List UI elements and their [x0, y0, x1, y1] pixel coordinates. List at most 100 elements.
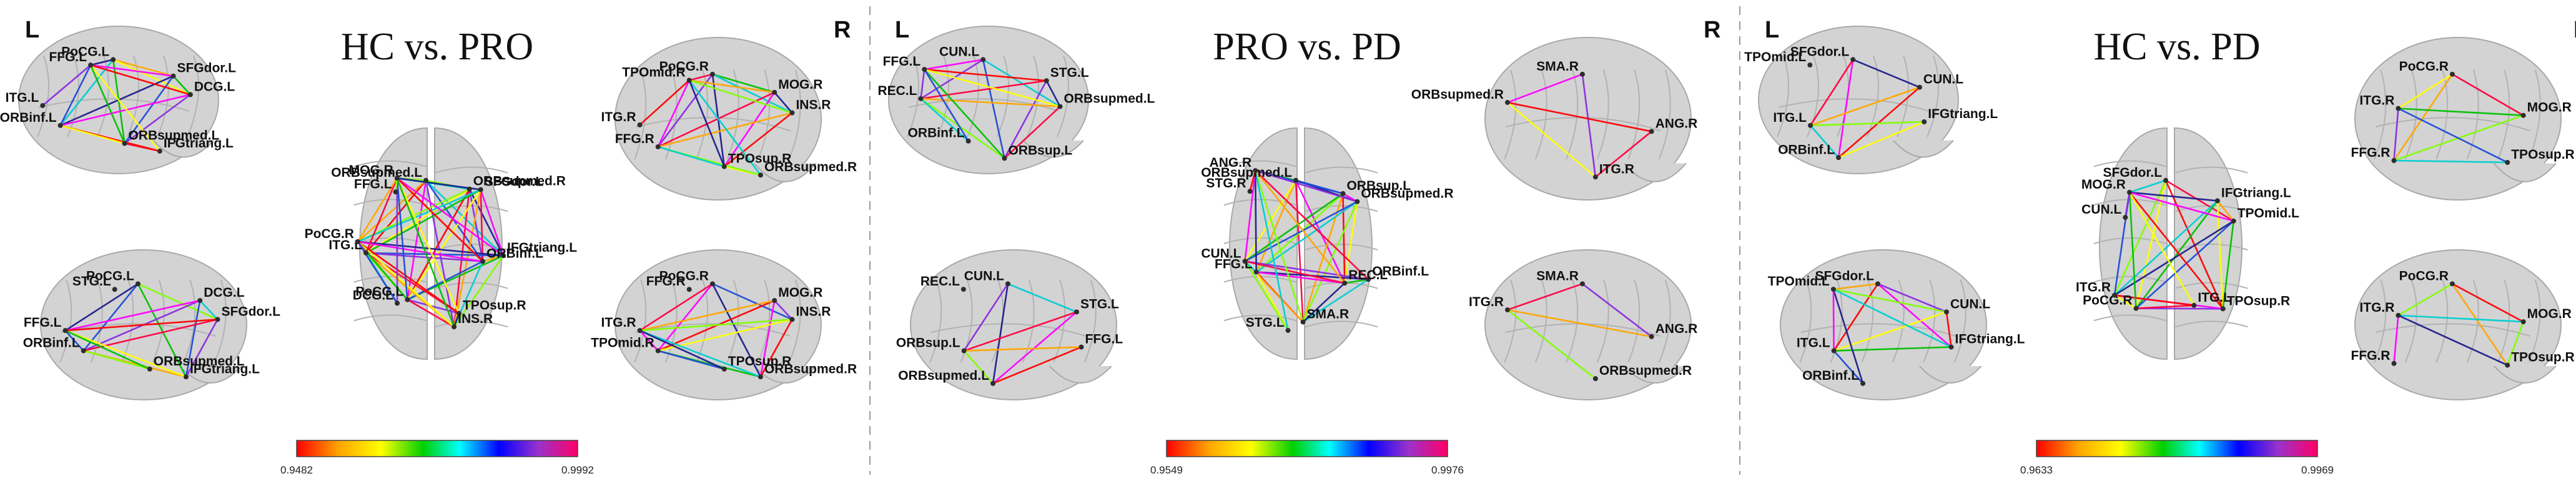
region-label: MOG.R — [778, 77, 822, 92]
sulcus-line — [1566, 279, 1579, 363]
region-label: ORBinf.L — [0, 111, 57, 125]
region-node — [2520, 112, 2526, 118]
colorbar-min-label: 0.9549 — [1150, 464, 1183, 476]
region-label: PoCG.R — [305, 227, 354, 241]
panel-title: HC vs. PRO — [341, 26, 533, 68]
sulcus-line — [2375, 117, 2530, 132]
connection-edge — [1809, 59, 1854, 127]
colorbar: 0.9633 0.9969 — [2020, 440, 2334, 476]
connection-edge — [920, 79, 1048, 100]
connection-edge — [1809, 121, 1925, 127]
brain-view-med-right: SMA.R ANG.R ORBsupmed.R ITG.R — [1469, 249, 1698, 400]
region-node — [1943, 309, 1949, 315]
connection-edge — [1254, 169, 1257, 273]
sulcus-line — [1923, 279, 1936, 363]
connection-edge — [2128, 191, 2137, 309]
panel-3: L R HC vs. PD SFGdor.L CUN.L IFGtriang.L ORBin… — [1744, 17, 2576, 476]
connection-edge — [1343, 278, 1369, 284]
connection-edge — [688, 79, 762, 176]
sulcus-line — [2497, 279, 2510, 363]
connection-edge — [407, 299, 460, 314]
connection-edge — [2397, 314, 2524, 323]
region-label: TPOsup.R — [463, 299, 526, 313]
connection-edge — [1302, 192, 1344, 323]
region-node — [1504, 307, 1510, 313]
region-label: CUN.L — [939, 44, 979, 59]
region-label: PoCG.L — [86, 269, 134, 283]
region-label: ANG.R — [1210, 156, 1252, 170]
right-hemisphere-label: R — [834, 17, 851, 43]
region-node — [393, 189, 398, 195]
connection-edge — [657, 283, 714, 352]
connection-edge — [185, 319, 219, 378]
connection-edge — [1295, 179, 1304, 323]
region-node — [1242, 259, 1248, 264]
region-node — [772, 89, 777, 95]
connection-edge — [2216, 200, 2224, 310]
region-label: CUN.L — [2081, 202, 2121, 217]
sulcus-line — [2528, 279, 2541, 363]
connection-edge — [982, 59, 1005, 159]
sulcus-line — [1658, 69, 1671, 160]
region-node — [480, 259, 486, 264]
region-node — [187, 92, 193, 97]
connection-edge — [1254, 169, 1304, 323]
connection-edge — [2393, 73, 2454, 162]
connection-edge — [1832, 288, 1948, 313]
connection-edge — [396, 177, 505, 257]
sulcus-line — [1627, 279, 1641, 363]
cerebellum — [1624, 365, 1687, 384]
region-label: ORBsupmed.R — [764, 160, 857, 174]
region-label: ANG.R — [1656, 322, 1698, 336]
region-node — [394, 176, 400, 181]
region-label: INS.R — [458, 312, 493, 326]
sulcus-line — [788, 279, 801, 363]
region-node — [2163, 177, 2169, 183]
colorbar-gradient — [296, 440, 578, 457]
right-hemisphere-label: R — [1704, 17, 1720, 43]
sulcus-line — [2374, 279, 2387, 363]
connection-edge — [365, 189, 482, 254]
right-hemisphere-label: R — [2574, 17, 2576, 43]
region-label: ITG.L — [1797, 336, 1830, 350]
region-label: TPOsup.R — [2227, 294, 2291, 308]
sulcus-line — [157, 55, 169, 137]
connection-edge — [1506, 309, 1597, 380]
region-label: REC.L — [920, 274, 960, 289]
connection-edge — [480, 189, 505, 257]
connection-edge — [2128, 191, 2195, 307]
region-label: DCG.L — [353, 288, 394, 302]
connection-edge — [1833, 311, 1948, 352]
sulcus-line — [353, 314, 508, 328]
connection-edge — [2135, 220, 2234, 309]
region-node — [423, 177, 429, 183]
connection-edge — [64, 329, 151, 370]
sulcus-line — [61, 323, 216, 337]
connection-edge — [396, 177, 408, 300]
region-node — [1592, 376, 1598, 382]
sulcus-line — [635, 117, 791, 132]
region-label: DCG.L — [194, 80, 235, 94]
sulcus-line — [1777, 55, 1789, 137]
connection-edge — [657, 146, 726, 167]
sulcus-line — [1057, 55, 1069, 137]
region-node — [183, 374, 189, 380]
region-label: ORBinf.L — [1802, 369, 1859, 383]
connection-edge — [453, 254, 505, 328]
region-label: ORBsup.L — [1009, 143, 1073, 157]
brain-view-lat-left: PoCG.L SFGdor.L DCG.L IFGtriang.LORBsupmed.… — [0, 26, 236, 174]
connection-edge — [396, 177, 460, 314]
region-label: IFGtriang.L — [2221, 186, 2291, 200]
connection-edge — [407, 260, 484, 300]
connection-edge — [89, 64, 126, 144]
sulcus-line — [152, 279, 165, 363]
sulcus-line — [187, 55, 199, 137]
region-node — [686, 287, 692, 292]
region-node — [170, 73, 176, 79]
connection-edge — [2128, 191, 2219, 202]
connection-edge — [2397, 314, 2509, 366]
sulcus-line — [1083, 279, 1097, 363]
region-node — [1860, 380, 1866, 386]
region-label: ITG.L — [1773, 111, 1807, 125]
